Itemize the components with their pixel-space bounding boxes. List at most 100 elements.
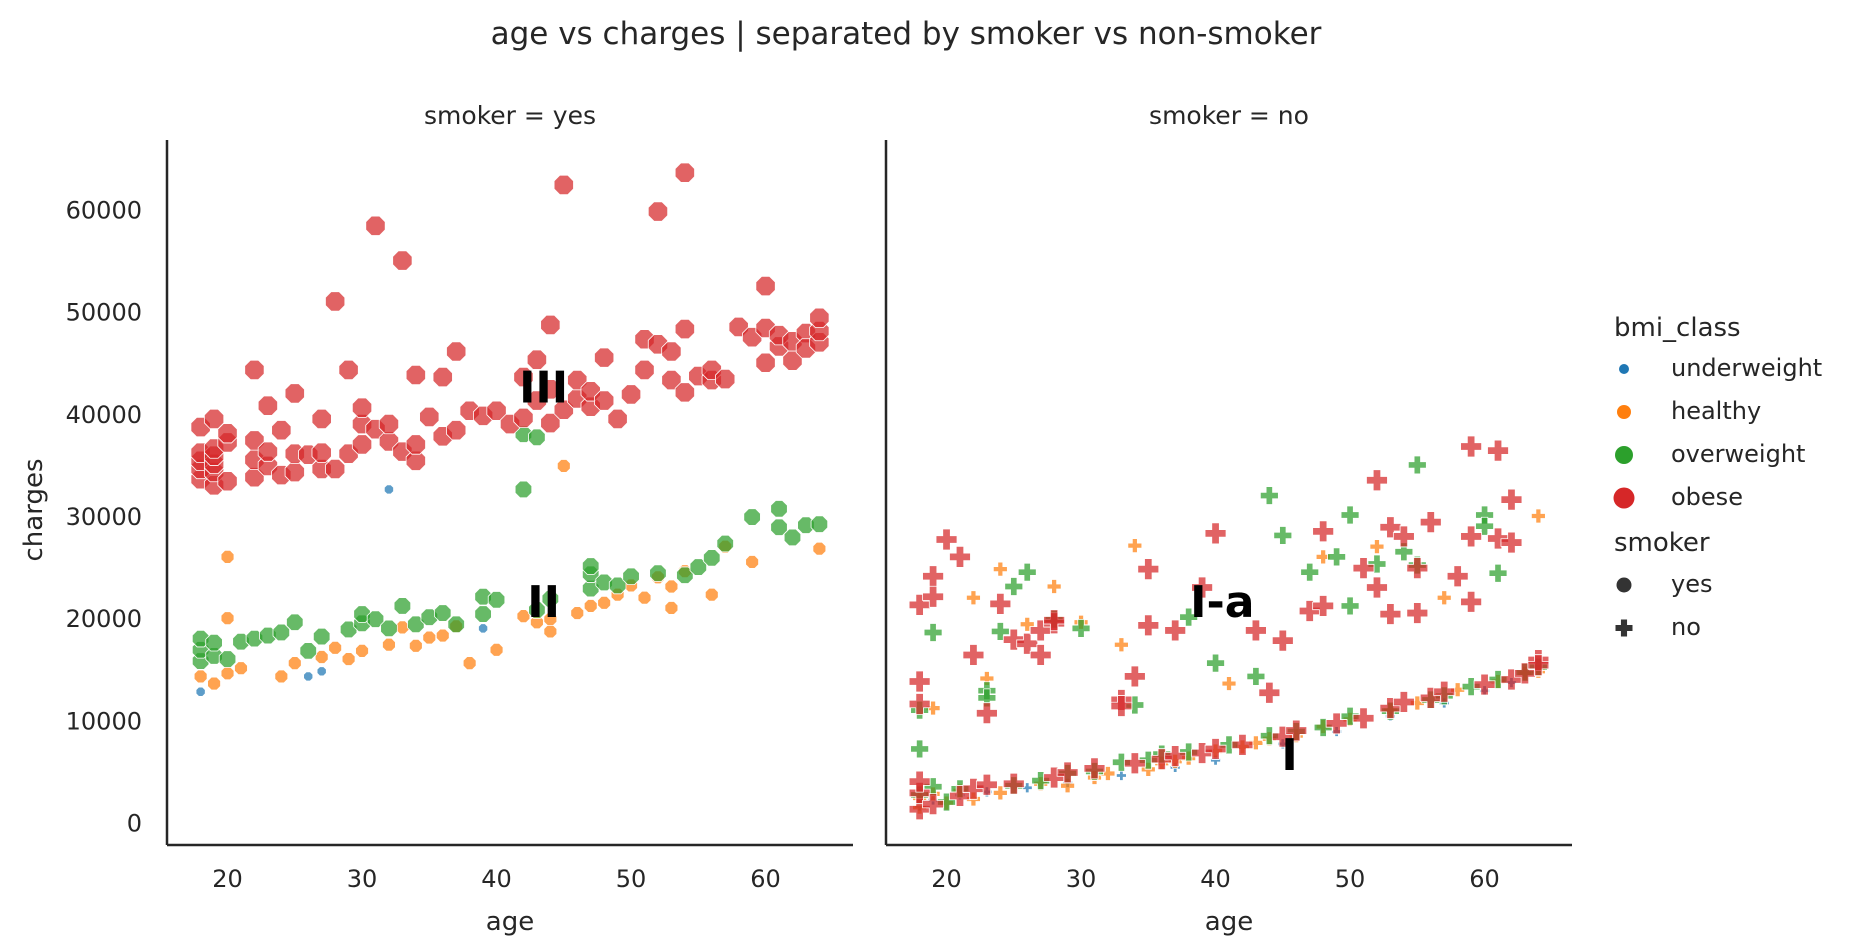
y-tick-label: 10000 xyxy=(66,707,142,735)
data-point-overweight xyxy=(770,518,788,536)
data-point-obese xyxy=(1002,772,1025,795)
x-tick-label: 60 xyxy=(750,865,781,893)
data-point-obese xyxy=(908,770,931,793)
data-point-healthy xyxy=(234,661,248,676)
legend-label-smoker-no: no xyxy=(1671,613,1701,641)
data-point-obese xyxy=(620,384,642,405)
data-point-overweight xyxy=(770,500,788,518)
data-point-obese xyxy=(908,693,931,715)
data-point-overweight xyxy=(312,627,331,646)
data-point-obese xyxy=(1110,695,1133,717)
data-point-obese xyxy=(1460,525,1483,548)
data-point-overweight xyxy=(1259,486,1279,505)
data-point-overweight xyxy=(1407,455,1427,475)
data-point-obese xyxy=(1419,511,1442,534)
data-point-obese xyxy=(594,390,615,411)
data-point-healthy xyxy=(704,587,719,602)
data-point-overweight xyxy=(1004,577,1024,596)
data-point-obese xyxy=(634,359,655,380)
data-point-overweight xyxy=(541,590,560,608)
data-point-obese xyxy=(325,458,346,480)
legend-label-overweight: overweight xyxy=(1671,440,1805,468)
data-point-obese xyxy=(405,434,426,455)
data-point-obese xyxy=(989,592,1012,615)
legend-marker-overweight xyxy=(1615,446,1633,464)
data-point-obese xyxy=(446,341,467,362)
data-point-obese xyxy=(446,420,467,441)
data-point-obese xyxy=(1245,619,1267,642)
data-point-healthy xyxy=(530,615,544,630)
y-axis-label: charges xyxy=(19,459,49,562)
x-tick-label: 30 xyxy=(347,865,378,893)
data-point-obese xyxy=(1473,673,1496,696)
y-tick-label: 0 xyxy=(127,810,142,838)
data-point-healthy xyxy=(664,601,679,615)
data-point-overweight xyxy=(191,629,210,648)
data-point-obese xyxy=(647,201,669,222)
data-point-obese xyxy=(975,702,998,725)
legend-marker-healthy xyxy=(1617,405,1631,419)
data-point-obese xyxy=(1271,629,1294,652)
y-tick-label: 30000 xyxy=(66,503,142,531)
data-point-healthy xyxy=(314,650,329,664)
legend: bmi_class underweight healthy overweight ob… xyxy=(1613,313,1822,641)
legend-style-entries: yes no xyxy=(1615,570,1712,641)
data-point-healthy xyxy=(489,642,504,657)
data-point-obese xyxy=(1514,662,1536,685)
data-point-overweight xyxy=(447,615,465,634)
cluster-annotation: I-a xyxy=(1190,577,1254,628)
x-tick-label: 50 xyxy=(1335,865,1366,893)
data-point-underweight xyxy=(195,686,206,697)
data-point-overweight xyxy=(299,642,317,660)
data-point-obese xyxy=(1487,439,1509,462)
panel-smoker-no: smoker = no I-a I 20 30 40 50 60 age xyxy=(884,101,1572,937)
data-point-overweight xyxy=(1206,653,1225,673)
data-point-healthy xyxy=(966,590,981,606)
data-point-obese xyxy=(949,545,971,568)
data-point-healthy xyxy=(1113,637,1129,653)
data-point-overweight xyxy=(205,647,223,665)
data-point-obese xyxy=(486,400,507,421)
data-point-healthy xyxy=(355,644,369,658)
data-point-overweight xyxy=(703,549,721,567)
data-point-overweight xyxy=(1071,618,1091,638)
data-point-healthy xyxy=(1450,682,1466,698)
data-point-obese xyxy=(661,341,682,362)
data-point-healthy xyxy=(664,579,679,594)
data-point-obese xyxy=(513,407,534,429)
data-point-underweight xyxy=(1115,770,1127,781)
data-point-obese xyxy=(1204,738,1227,760)
data-point-healthy xyxy=(1248,735,1264,751)
x-tick-label: 20 xyxy=(212,865,243,893)
data-point-underweight xyxy=(478,623,489,634)
data-point-obese xyxy=(325,291,346,312)
data-point-obese xyxy=(419,406,440,427)
data-point-obese xyxy=(661,370,682,391)
data-point-overweight xyxy=(581,557,600,575)
data-point-obese xyxy=(715,368,736,390)
data-point-overweight xyxy=(286,613,304,631)
data-point-healthy xyxy=(992,561,1008,577)
data-point-obese xyxy=(1204,522,1227,545)
x-ticks-smoker-yes: 20 30 40 50 60 xyxy=(212,865,781,893)
data-point-healthy xyxy=(207,676,221,691)
data-point-obese xyxy=(1460,435,1483,458)
x-axis-label-smoker-no: age xyxy=(1205,907,1253,937)
data-point-obese xyxy=(365,215,386,236)
data-point-obese xyxy=(392,250,413,271)
x-ticks-smoker-no: 20 30 40 50 60 xyxy=(931,865,1500,893)
data-point-obese xyxy=(922,565,944,588)
data-point-underweight xyxy=(316,666,327,677)
data-point-healthy xyxy=(570,606,585,620)
data-point-overweight xyxy=(487,591,506,609)
data-point-overweight xyxy=(1111,752,1131,772)
y-ticks: 0 10000 20000 30000 40000 50000 60000 xyxy=(66,197,142,838)
data-point-healthy xyxy=(220,611,235,626)
cluster-annotation: I xyxy=(1281,730,1297,781)
data-point-obese xyxy=(1379,603,1402,625)
data-point-obese xyxy=(674,162,695,183)
data-point-obese xyxy=(271,420,292,441)
data-point-obese xyxy=(1083,757,1106,780)
data-point-obese xyxy=(257,441,278,462)
